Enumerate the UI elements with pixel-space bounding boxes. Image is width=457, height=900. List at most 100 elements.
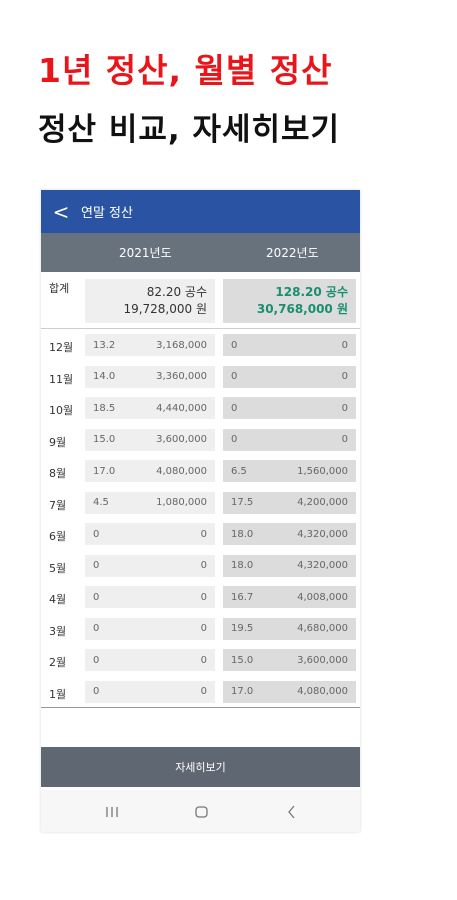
amount: 4,200,000 xyxy=(297,497,348,508)
cell-2022: 6.5 1,560,000 xyxy=(223,460,356,482)
total-label: 합계 xyxy=(49,282,70,295)
app-bar: < 연말 정산 xyxy=(41,190,360,233)
hours: 0 xyxy=(93,528,100,540)
month-label: 10월 xyxy=(49,404,74,417)
amount: 3,168,000 xyxy=(156,339,207,351)
month-row: 10월 18.5 4,440,000 0 0 xyxy=(41,392,360,424)
nav-bar xyxy=(41,790,360,832)
month-row: 9월 15.0 3,600,000 0 0 xyxy=(41,424,360,456)
amount: 0 xyxy=(200,654,207,666)
subheadline: 정산 비교, 자세히보기 xyxy=(38,112,341,148)
amount: 4,080,000 xyxy=(156,465,207,477)
month-label: 5월 xyxy=(49,561,67,575)
total-amount: 30,768,000 원 xyxy=(256,302,348,316)
month-row: 8월 17.0 4,080,000 6.5 1,560,000 xyxy=(41,455,360,487)
month-label: 2월 xyxy=(49,656,67,669)
cell-2021: 18.5 4,440,000 xyxy=(85,397,215,419)
cell-2021: 13.2 3,168,000 xyxy=(85,334,215,356)
hours: 17.0 xyxy=(93,465,116,477)
hours: 18.5 xyxy=(93,402,116,414)
amount: 0 xyxy=(341,339,348,351)
hours: 0 xyxy=(93,654,100,666)
cell-2021: 14.0 3,360,000 xyxy=(85,365,215,388)
back-button[interactable]: < xyxy=(52,199,70,224)
headline: 1년 정산, 월별 정산 xyxy=(38,51,333,90)
cell-2021: 17.0 4,080,000 xyxy=(85,460,215,482)
month-row: 7월 4.5 1,080,000 17.5 4,200,000 xyxy=(41,487,360,519)
detail-button[interactable]: 자세히보기 xyxy=(41,747,360,787)
hours: 14.0 xyxy=(93,371,116,382)
phone-screen: < 연말 정산 2021년도 2022년도 합계 82.20 공수 19,728,0… xyxy=(41,190,360,832)
month-row: 12월 13.2 3,168,000 0 0 xyxy=(41,329,360,361)
total-2022: 128.20 공수 30,768,000 원 xyxy=(223,279,356,323)
hours: 0 xyxy=(93,623,100,634)
amount: 4,320,000 xyxy=(297,528,348,540)
hours: 18.0 xyxy=(231,560,254,571)
amount: 0 xyxy=(200,528,207,540)
month-row: 1월 0 0 17.0 4,080,000 xyxy=(41,676,360,708)
amount: 1,560,000 xyxy=(297,465,348,477)
total-hours: 128.20 공수 xyxy=(275,285,348,299)
amount: 3,360,000 xyxy=(156,371,207,382)
amount: 0 xyxy=(341,402,348,414)
column-label: 2021년도 xyxy=(119,246,172,260)
month-label: 11월 xyxy=(49,372,74,386)
cell-2022: 18.0 4,320,000 xyxy=(223,523,356,545)
hours: 0 xyxy=(231,339,238,351)
cell-2022: 17.0 4,080,000 xyxy=(223,680,356,703)
hours: 0 xyxy=(93,591,100,603)
month-row: 2월 0 0 15.0 3,600,000 xyxy=(41,644,360,676)
amount: 4,080,000 xyxy=(297,686,348,697)
hours: 6.5 xyxy=(231,465,247,477)
total-hours: 82.20 공수 xyxy=(146,285,207,299)
month-label: 9월 xyxy=(49,435,67,449)
month-row: 5월 0 0 18.0 4,320,000 xyxy=(41,550,360,582)
hours: 16.7 xyxy=(231,591,254,603)
amount: 4,008,000 xyxy=(297,591,348,603)
month-label: 4월 xyxy=(49,593,67,606)
hours: 19.5 xyxy=(231,623,254,634)
column-label: 2022년도 xyxy=(266,246,319,260)
amount: 4,320,000 xyxy=(297,560,348,571)
month-label: 1월 xyxy=(49,687,67,701)
hours: 15.0 xyxy=(231,654,254,666)
total-amount: 19,728,000 원 xyxy=(123,302,207,316)
hours: 0 xyxy=(93,686,100,697)
hours: 17.0 xyxy=(231,686,254,697)
month-table: 12월 13.2 3,168,000 0 0 11월 14.0 3,360,000 0 0 10월 1… xyxy=(41,329,360,708)
month-label: 8월 xyxy=(49,467,67,480)
amount: 3,600,000 xyxy=(156,434,207,445)
amount: 0 xyxy=(341,434,348,445)
cell-2022: 17.5 4,200,000 xyxy=(223,491,356,514)
app-title: 연말 정산 xyxy=(81,206,133,221)
amount: 0 xyxy=(200,591,207,603)
cell-2022: 18.0 4,320,000 xyxy=(223,554,356,577)
amount: 0 xyxy=(341,371,348,382)
month-row: 3월 0 0 19.5 4,680,000 xyxy=(41,613,360,645)
amount: 1,080,000 xyxy=(156,497,207,508)
month-row: 4월 0 0 16.7 4,008,000 xyxy=(41,581,360,613)
amount: 0 xyxy=(200,686,207,697)
cell-2022: 19.5 4,680,000 xyxy=(223,617,356,640)
amount: 4,440,000 xyxy=(156,402,207,414)
amount: 3,600,000 xyxy=(297,654,348,666)
hours: 4.5 xyxy=(93,497,109,508)
total-row: 합계 82.20 공수 19,728,000 원 128.20 공수 30,768,… xyxy=(41,272,360,329)
hours: 0 xyxy=(93,560,100,571)
hours: 0 xyxy=(231,371,238,382)
month-label: 3월 xyxy=(49,624,67,638)
month-row: 6월 0 0 18.0 4,320,000 xyxy=(41,518,360,550)
cell-2022: 16.7 4,008,000 xyxy=(223,586,356,608)
month-row: 11월 14.0 3,360,000 0 0 xyxy=(41,361,360,393)
hours: 0 xyxy=(231,402,238,414)
